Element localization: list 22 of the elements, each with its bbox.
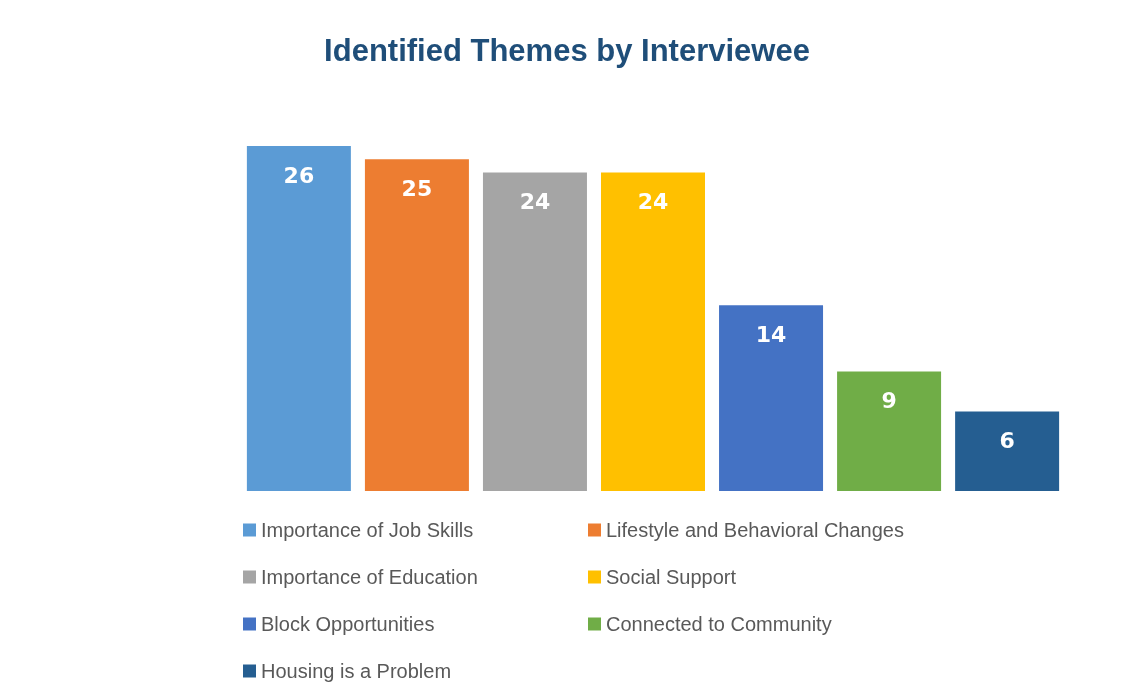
data-label: 25: [401, 175, 433, 201]
data-label: 26: [283, 162, 315, 188]
legend-label: Housing is a Problem: [261, 660, 452, 682]
bar: [482, 172, 587, 491]
bar: [246, 146, 351, 491]
legend-label: Lifestyle and Behavioral Changes: [606, 519, 904, 541]
chart-title: Identified Themes by Interviewee: [324, 33, 810, 68]
bar: [719, 305, 824, 491]
data-label: 6: [999, 427, 1015, 453]
data-label: 14: [755, 321, 787, 347]
legend-label: Importance of Education: [261, 566, 478, 588]
bar: [837, 371, 942, 491]
legend-label: Importance of Job Skills: [261, 519, 474, 541]
data-label: 24: [519, 189, 551, 215]
bar: [364, 159, 469, 491]
data-label: 9: [881, 388, 897, 414]
legend-label: Block Opportunities: [261, 613, 435, 635]
legend-label: Connected to Community: [606, 613, 832, 635]
data-label: 24: [637, 189, 669, 215]
legend-label: Social Support: [606, 566, 737, 588]
bar: [601, 172, 705, 491]
bar: [955, 411, 1060, 491]
